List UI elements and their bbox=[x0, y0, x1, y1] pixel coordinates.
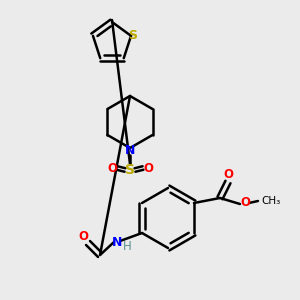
Text: O: O bbox=[143, 161, 153, 175]
Text: O: O bbox=[223, 169, 233, 182]
Text: H: H bbox=[123, 239, 131, 253]
Text: S: S bbox=[128, 29, 137, 42]
Text: S: S bbox=[125, 163, 135, 177]
Text: O: O bbox=[107, 161, 117, 175]
Text: N: N bbox=[112, 236, 122, 248]
Text: N: N bbox=[125, 145, 135, 158]
Text: O: O bbox=[240, 196, 250, 209]
Text: O: O bbox=[78, 230, 88, 244]
Text: CH₃: CH₃ bbox=[261, 196, 280, 206]
